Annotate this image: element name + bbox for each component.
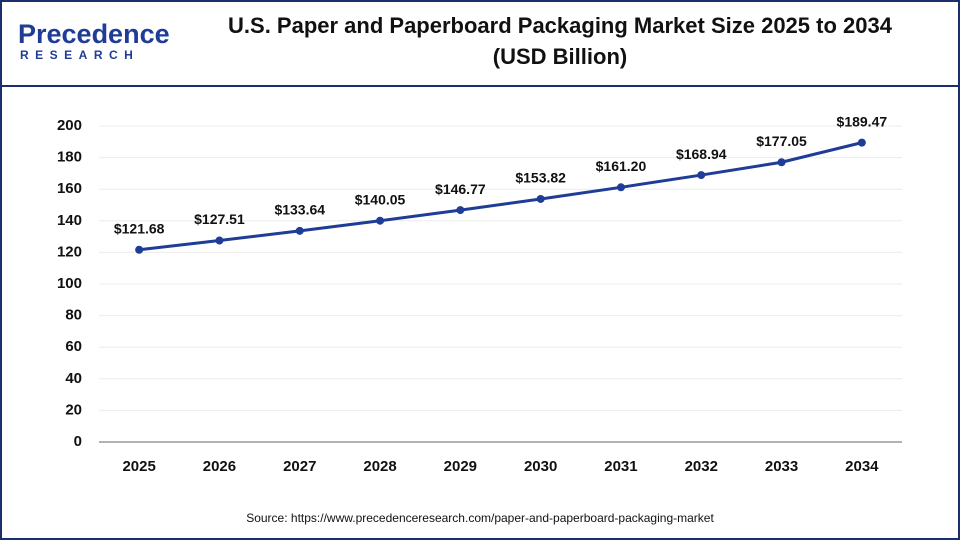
y-tick-label: 80 [65, 307, 82, 324]
data-point [616, 183, 625, 192]
data-point [456, 206, 465, 215]
data-point [536, 194, 545, 203]
y-tick-label: 120 [57, 243, 82, 260]
chart-title: U.S. Paper and Paperboard Packaging Mark… [228, 13, 893, 38]
series-line [138, 141, 863, 252]
y-tick-label: 140 [57, 212, 82, 229]
x-tick-label: 2030 [524, 458, 557, 475]
y-tick-label: 160 [57, 180, 82, 197]
value-label: $177.05 [756, 133, 807, 149]
x-tick-label: 2026 [203, 458, 236, 475]
logo-name: Precedence [18, 19, 170, 49]
x-tick-label: 2028 [363, 458, 396, 475]
logo-tagline: RESEARCH [20, 48, 139, 62]
y-tick-label: 200 [57, 117, 82, 134]
y-tick-label: 40 [65, 370, 82, 387]
value-label: $121.68 [114, 220, 165, 236]
x-tick-label: 2033 [765, 458, 798, 475]
x-tick-label: 2031 [604, 458, 637, 475]
value-label: $153.82 [515, 170, 566, 186]
source: Source: https://www.precedenceresearch.c… [246, 511, 714, 525]
data-point [777, 158, 786, 167]
data-point [295, 226, 304, 235]
y-tick-label: 60 [65, 338, 82, 355]
data-point [376, 216, 385, 225]
data-point [697, 171, 706, 180]
x-tick-label: 2025 [122, 458, 155, 475]
y-tick-label: 20 [65, 401, 82, 418]
value-label: $161.20 [596, 158, 647, 174]
value-label: $168.94 [676, 146, 727, 162]
x-tick-label: 2032 [685, 458, 718, 475]
x-tick-label: 2029 [444, 458, 477, 475]
x-tick-label: 2027 [283, 458, 316, 475]
data-point [135, 245, 144, 254]
y-tick-label: 180 [57, 149, 82, 166]
value-label: $133.64 [274, 202, 325, 218]
value-label: $146.77 [435, 181, 486, 197]
y-tick-label: 100 [57, 275, 82, 292]
data-point [215, 236, 224, 245]
x-tick-label: 2034 [845, 458, 879, 475]
y-tick-label: 0 [74, 433, 82, 450]
value-label: $140.05 [355, 191, 406, 207]
data-point [857, 138, 866, 147]
value-label: $127.51 [194, 211, 245, 227]
chart-subtitle: (USD Billion) [493, 44, 627, 69]
value-label: $189.47 [837, 113, 888, 129]
